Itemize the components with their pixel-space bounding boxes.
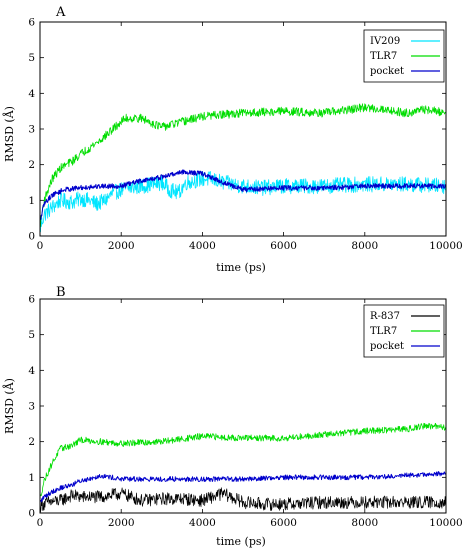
series-line-r-837: [39, 487, 447, 513]
series-line-pocket: [39, 169, 447, 221]
panel-b: B 0 1 2 3 4 5 6 0 2000 4000 6000 8000 10000 time (p…: [2, 285, 463, 548]
y-tick-label: 3: [28, 401, 35, 413]
x-tick-label: 2000: [108, 517, 135, 529]
x-axis-label: time (ps): [216, 535, 266, 548]
x-tick-label: 10000: [429, 240, 462, 252]
y-axis-label: RMSD (Å): [2, 378, 16, 434]
series-lines: [39, 422, 447, 513]
y-tick-label: 1: [28, 472, 35, 484]
legend-entry-2: pocket: [370, 66, 404, 77]
x-tick-label: 6000: [270, 240, 297, 252]
y-tick-label: 1: [28, 195, 35, 207]
x-tick-label: 6000: [270, 517, 297, 529]
legend: IV209 TLR7 pocket: [363, 29, 445, 83]
panel-label: A: [55, 5, 66, 20]
legend-entry-0: IV209: [370, 36, 400, 47]
y-tick-label: 6: [28, 17, 35, 29]
y-tick-label: 4: [28, 365, 35, 377]
y-axis-label: RMSD (Å): [2, 106, 16, 162]
x-tick-label: 10000: [429, 517, 462, 529]
y-tick-label: 5: [28, 329, 35, 341]
panel-label: B: [56, 285, 66, 300]
y-tick-label: 0: [28, 231, 35, 243]
x-tick-label: 8000: [351, 240, 378, 252]
y-tick-labels: 0 1 2 3 4 5 6: [28, 294, 35, 520]
series-line-tlr7: [39, 103, 447, 228]
legend: R-837 TLR7 pocket: [363, 304, 445, 358]
y-tick-label: 3: [28, 124, 35, 136]
x-tick-label: 2000: [108, 240, 135, 252]
y-tick-label: 5: [28, 52, 35, 64]
x-tick-label: 4000: [189, 240, 216, 252]
x-tick-labels: 0 2000 4000 6000 8000 10000: [37, 240, 463, 252]
x-tick-label: 8000: [351, 517, 378, 529]
x-tick-label: 0: [37, 240, 44, 252]
legend-entry-0: R-837: [370, 311, 400, 322]
legend-entry-1: TLR7: [370, 51, 397, 62]
y-tick-labels: 0 1 2 3 4 5 6: [28, 17, 35, 243]
x-tick-labels: 0 2000 4000 6000 8000 10000: [37, 517, 463, 529]
panel-a: A 0 1 2 3 4 5 6 0 2000 4000 6000 8000 10000 time (p…: [2, 5, 463, 274]
y-tick-label: 2: [28, 436, 35, 448]
plot-frame: [39, 21, 447, 237]
x-tick-label: 0: [37, 517, 44, 529]
series-line-iv209: [39, 171, 447, 233]
series-lines: [39, 103, 447, 233]
legend-entry-1: TLR7: [370, 326, 397, 337]
x-axis-label: time (ps): [216, 261, 266, 274]
y-tick-label: 4: [28, 88, 35, 100]
y-tick-label: 0: [28, 508, 35, 520]
x-tick-label: 4000: [189, 517, 216, 529]
series-line-tlr7: [39, 422, 447, 498]
series-line-pocket: [39, 471, 447, 503]
plot-frame: [39, 298, 447, 514]
legend-entry-2: pocket: [370, 341, 404, 352]
y-tick-label: 2: [28, 159, 35, 171]
y-tick-label: 6: [28, 294, 35, 306]
